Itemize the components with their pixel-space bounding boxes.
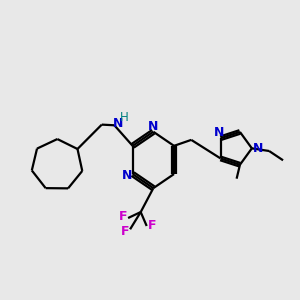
Text: F: F [121,226,130,238]
Text: F: F [119,210,128,223]
Text: N: N [214,126,224,140]
Text: N: N [122,169,132,182]
Text: H: H [120,112,129,124]
Text: N: N [148,120,158,133]
Text: F: F [148,220,156,232]
Text: N: N [113,118,124,130]
Text: N: N [253,142,263,155]
